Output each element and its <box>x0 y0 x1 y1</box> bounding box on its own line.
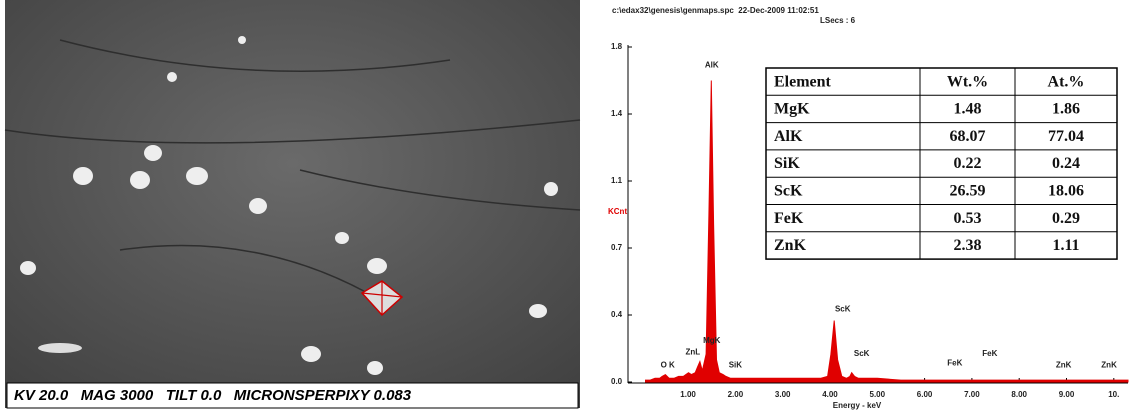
peak-label: FeK <box>982 349 997 358</box>
peak-label: O K <box>661 360 675 369</box>
x-tick-label: 7.00 <box>964 390 980 399</box>
peak-label: ScK <box>835 305 851 314</box>
table-cell: 0.53 <box>954 210 982 227</box>
x-tick-label: 4.00 <box>822 390 838 399</box>
figure: KV 20.0 MAG 3000 TILT 0.0 MICRONSPERPIXY… <box>0 0 1131 412</box>
sem-caption: KV 20.0 MAG 3000 TILT 0.0 MICRONSPERPIXY… <box>14 387 412 404</box>
peak-label: ZnK <box>1056 360 1072 369</box>
table-header: Element <box>774 73 832 90</box>
table-cell: ScK <box>774 183 803 200</box>
table-cell: 0.29 <box>1052 210 1080 227</box>
y-axis-label: KCnt <box>608 207 627 216</box>
table-header: Wt.% <box>947 73 988 90</box>
peak-label: SiK <box>729 360 743 369</box>
peak-label: AlK <box>705 61 719 70</box>
data-table: Element Wt.% At.% MgK 1.48 1.86 AlK 68.07 77.04 S… <box>766 68 1117 259</box>
page: KV 20.0 MAG 3000 TILT 0.0 MICRONSPERPIXY… <box>0 0 1131 412</box>
x-tick-label: 6.00 <box>917 390 933 399</box>
sem-image: KV 20.0 MAG 3000 TILT 0.0 MICRONSPERPIXY… <box>5 0 580 408</box>
x-tick-label: 3.00 <box>775 390 791 399</box>
peak-label: MgK <box>703 336 721 345</box>
table-cell: 1.11 <box>1052 237 1079 254</box>
y-tick-label: 0.4 <box>611 310 623 319</box>
x-tick-label: 10. <box>1108 390 1119 399</box>
table-cell: 1.48 <box>954 101 982 118</box>
table-cell: FeK <box>774 210 804 227</box>
table-cell: SiK <box>774 155 800 172</box>
peak-label: ZnL <box>685 347 700 356</box>
table-cell: ZnK <box>774 237 807 254</box>
x-tick-label: 2.00 <box>728 390 744 399</box>
table-cell: 0.24 <box>1052 155 1080 172</box>
spectrum-header: c:\edax32\genesis\genmaps.spc 22-Dec-200… <box>612 6 819 15</box>
x-tick-label: 5.00 <box>870 390 886 399</box>
table-cell: 1.86 <box>1052 101 1080 118</box>
peak-label: FeK <box>947 358 962 367</box>
x-axis-label: Energy - keV <box>833 401 882 410</box>
y-tick-label: 1.8 <box>611 42 623 51</box>
y-tick-label: 0.0 <box>611 377 623 386</box>
table-header: At.% <box>1048 73 1085 90</box>
table-cell: AlK <box>774 128 803 145</box>
x-tick-label: 1.00 <box>680 390 696 399</box>
y-tick-label: 1.1 <box>611 176 623 185</box>
spectrum-subheader: LSecs : 6 <box>820 16 856 25</box>
table-cell: 26.59 <box>950 183 986 200</box>
x-tick-label: 8.00 <box>1011 390 1027 399</box>
y-tick-label: 0.7 <box>611 243 623 252</box>
table-cell: 77.04 <box>1048 128 1084 145</box>
table-cell: 68.07 <box>950 128 986 145</box>
peak-label: ZnK <box>1101 360 1117 369</box>
y-tick-label: 1.4 <box>611 109 623 118</box>
table-cell: 18.06 <box>1048 183 1084 200</box>
x-tick-label: 9.00 <box>1059 390 1075 399</box>
table-cell: 0.22 <box>954 155 982 172</box>
table-cell: 2.38 <box>954 237 982 254</box>
peak-label: ScK <box>854 349 870 358</box>
table-cell: MgK <box>774 101 810 118</box>
